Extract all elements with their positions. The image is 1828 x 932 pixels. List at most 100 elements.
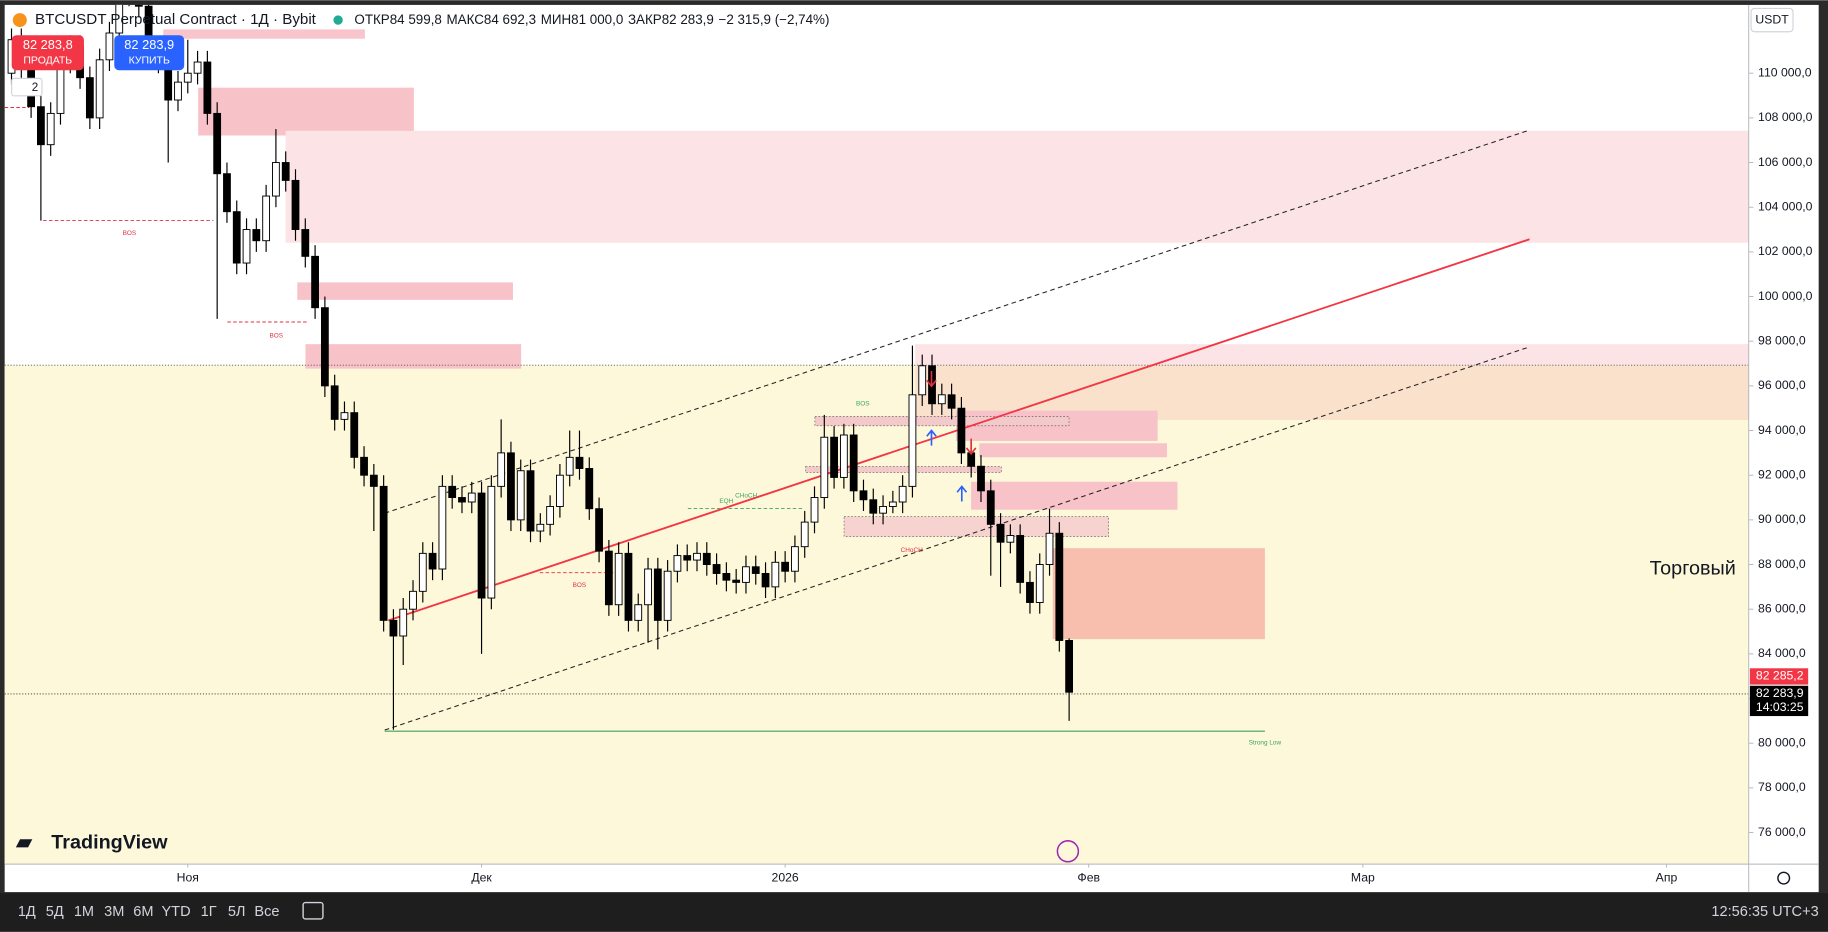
annotation: EQH [719,498,733,505]
annotation: BOS [270,333,284,340]
candle-body [604,550,613,606]
candle-body [203,61,212,114]
candle-body [888,501,897,507]
range-button[interactable]: 5Л [228,904,246,920]
candle-body [751,566,760,574]
sell-button[interactable]: 82 283,8 ПРОДАТЬ [11,35,84,71]
x-tick-label: Апр [1656,870,1678,884]
range-button[interactable]: 1М [74,904,94,920]
candle-body [232,211,241,264]
zone [163,29,365,39]
candle-body [1065,640,1074,693]
arrow-down [965,438,977,456]
candle-body [957,407,966,454]
candle-body [830,436,838,478]
y-tick-label: 104 000,0 [1758,199,1813,213]
x-tick-label: Ноя [177,870,199,884]
range-button[interactable]: Все [254,904,279,920]
candle-body [683,555,692,561]
quantity-box[interactable] [11,77,43,97]
candle-body [458,497,466,503]
candle-body [849,434,858,492]
candle-body [252,229,261,242]
range-button[interactable]: YTD [161,904,190,920]
date-range-icon[interactable] [302,901,324,920]
candle-body [85,77,94,119]
event-icon[interactable] [1056,840,1080,863]
range-button[interactable]: 1Г [201,904,217,920]
candle-body [516,470,525,521]
candle-body [46,112,55,146]
candle-body [272,162,280,197]
sell-label[interactable]: ПРОДАТЬ [23,56,72,67]
ohlc-value: 81 000,0 [571,12,623,27]
candle-body [105,32,114,61]
symbol-title: BTCUSDT Perpetual Contract · 1Д · Bybit [35,11,317,28]
buy-label[interactable]: КУПИТЬ [129,56,170,67]
arrow-up [956,485,968,502]
candle-body [379,485,388,621]
y-tick-label: 84 000,0 [1758,646,1806,660]
candle-body [810,497,819,523]
candle-body [614,552,623,606]
clock: 12:56:35 UTC+3 [1711,904,1818,920]
ohlc-value: 82 283,9 [662,12,714,27]
arrow-up [926,429,937,446]
candle-body [898,485,907,503]
currency-box[interactable] [1750,7,1794,33]
annotation: BOS [856,400,870,407]
candle-body [556,474,564,507]
y-tick-label: 106 000,0 [1758,155,1813,169]
annotation: CHoCH [901,547,923,554]
y-tick-label: 94 000,0 [1758,423,1806,437]
candle-body [575,456,584,469]
candle-body [291,179,300,231]
range-button[interactable]: 5Д [46,904,64,920]
candle-body [174,81,182,101]
candle-body [1035,564,1044,603]
y-tick-label: 108 000,0 [1758,110,1813,124]
annotation: Торговый [1650,557,1736,579]
settings-icon[interactable] [1777,871,1791,885]
y-tick-label: 88 000,0 [1758,557,1806,571]
zone [971,481,1178,510]
candle-body [634,604,643,621]
candle-body [320,307,329,387]
candle-body [389,619,398,637]
ohlc-label: ОТКР [354,12,389,27]
candle-body [350,412,359,458]
brand: TradingView [51,831,168,853]
range-button[interactable]: 3М [104,904,124,920]
buy-price[interactable]: 82 283,9 [124,37,174,52]
ohlc: ОТКР84 599,8 МАКС84 692,3 МИН81 000,0 ЗАКР8… [354,12,829,27]
sell-bg[interactable] [11,35,84,71]
candle-body [507,452,515,521]
range-button[interactable]: 6М [133,904,153,920]
candle-body [663,570,672,621]
candles [7,4,1074,730]
range-button[interactable]: 1Д [18,904,36,920]
candle-body [595,508,603,552]
ohlc-value: 84 599,8 [390,12,442,27]
candle-body [301,229,310,257]
buy-bg[interactable] [114,35,185,71]
zone [915,344,1749,366]
y-tick-label: 100 000,0 [1758,289,1813,303]
currency[interactable]: USDT [1755,12,1789,26]
zone-outline [805,466,1002,473]
candle-body [497,452,506,487]
ohlc-label: МИН [541,12,571,27]
ohlc-label: ЗАКР [628,12,662,27]
candle-body [732,579,741,583]
range-buttons: 1Д 5Д 1М 3М 6М YTD 1Г 5Л Все [18,904,280,920]
candle-body [330,385,339,420]
last-price: 82 283,9 [1756,686,1804,700]
quantity[interactable]: 2 [32,81,38,94]
candle-body [918,365,927,396]
candle-body [418,552,427,592]
buy-button[interactable]: 82 283,9 КУПИТЬ [114,35,185,71]
sell-price[interactable]: 82 283,8 [23,37,73,52]
candle-body [311,255,319,309]
x-tick-label: Мар [1351,870,1375,884]
